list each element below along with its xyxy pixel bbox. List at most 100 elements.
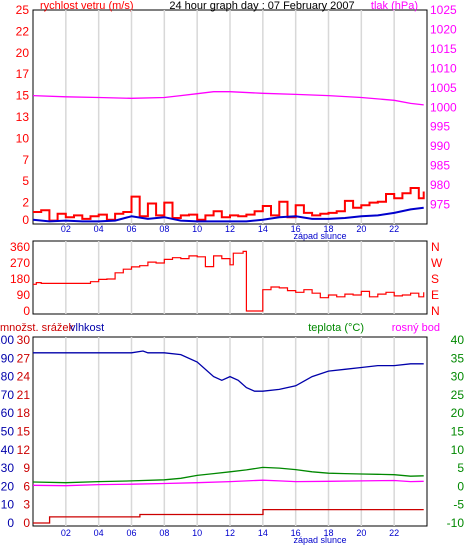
- chart-title: 24 hour graph day : 07 February 2007: [169, 0, 354, 12]
- y-tick-label: 13: [16, 110, 30, 124]
- y-tick-label: 3: [23, 498, 30, 512]
- x-tick-label: 02: [61, 528, 71, 538]
- y-tick-label: 2: [22, 196, 29, 210]
- y-tick-label: 40: [451, 333, 465, 347]
- y-tick-label: 22: [16, 24, 30, 38]
- y-tick-label: 100: [0, 333, 14, 347]
- x-tick-label: 12: [225, 224, 235, 234]
- y-tick-label: 1020: [430, 22, 457, 36]
- grid: [65, 10, 395, 224]
- x-tick-label: 20: [356, 224, 366, 234]
- humidity-tick-labels: 0 10 20 30 40 50 60 70 80 90 100: [0, 333, 14, 530]
- y-tick-label: 20: [16, 46, 30, 60]
- x-tick-label: 14: [258, 224, 268, 234]
- y-tick-label: 980: [430, 178, 450, 192]
- x-tick-label: 06: [126, 224, 136, 234]
- series-line: [32, 206, 424, 223]
- y-tick-label: 80: [1, 370, 15, 384]
- y-tick-label: 7: [22, 153, 29, 167]
- y-tick-label: 12: [17, 443, 31, 457]
- y-tick-label: 17: [16, 67, 30, 81]
- left-tick-labels: 0 90 180 270 360: [10, 240, 30, 318]
- series-line: [32, 466, 424, 484]
- x-tick-label: 04: [94, 224, 104, 234]
- y-tick-label: 30: [451, 370, 465, 384]
- y-tick-label: 5: [457, 461, 464, 475]
- y-tick-label: 18: [17, 406, 31, 420]
- y-tick-label: 20: [451, 406, 465, 420]
- y-tick-label: 10: [451, 443, 465, 457]
- y-tick-label: 1010: [430, 61, 457, 75]
- y-tick-label: 0: [22, 213, 29, 227]
- y-tick-label: 270: [10, 256, 30, 270]
- x-tick-label: 02: [61, 224, 71, 234]
- y-tick-label: 1000: [430, 100, 457, 114]
- x-tick-label: 22: [389, 528, 399, 538]
- x-tick-label: 20: [356, 528, 366, 538]
- y-tick-label: 10: [16, 131, 30, 145]
- series-group: [32, 350, 424, 524]
- y-tick-label: 975: [430, 198, 450, 212]
- series-group: [33, 250, 425, 312]
- precip-axis-label: množst. srážek: [0, 322, 74, 334]
- series-line: [33, 187, 425, 222]
- series-line: [32, 91, 424, 106]
- grid: [65, 337, 395, 526]
- x-tick-label: 16: [291, 224, 301, 234]
- y-tick-label: -5: [453, 498, 464, 512]
- compass-label: S: [431, 272, 439, 286]
- y-tick-label: 15: [16, 89, 30, 103]
- y-tick-label: 70: [1, 388, 15, 402]
- y-tick-label: 15: [451, 425, 465, 439]
- series-line: [33, 508, 424, 524]
- x-tick-label: 08: [159, 224, 169, 234]
- y-tick-label: 985: [430, 159, 450, 173]
- y-tick-label: 15: [17, 425, 31, 439]
- y-tick-label: 0: [7, 516, 14, 530]
- y-tick-label: 0: [23, 304, 30, 318]
- y-tick-label: 9: [23, 461, 30, 475]
- y-tick-label: 60: [1, 406, 15, 420]
- y-tick-label: 40: [1, 443, 15, 457]
- y-tick-label: 5: [22, 174, 29, 188]
- y-tick-label: 0: [23, 516, 30, 530]
- y-tick-label: 30: [17, 333, 31, 347]
- y-tick-label: 25: [16, 3, 30, 17]
- x-tick-labels: 02 04 06 08 10 12 14 16 18 20 22: [61, 224, 399, 234]
- y-tick-label: 995: [430, 120, 450, 134]
- x-tick-label: 18: [323, 528, 333, 538]
- y-tick-label: 1025: [430, 3, 457, 17]
- precip-tick-labels: 0 3 6 9 12 15 18 21 24 27 30: [17, 333, 31, 530]
- y-tick-label: 20: [1, 479, 15, 493]
- series-group: [32, 91, 425, 223]
- temperature-axis-label: teplota (°C): [308, 322, 364, 334]
- y-tick-label: 360: [10, 240, 30, 254]
- humidity-axis-label: vlhkost: [70, 322, 104, 334]
- sunset-label: západ slunce: [293, 535, 346, 545]
- x-tick-label: 18: [323, 224, 333, 234]
- y-tick-label: 90: [17, 288, 31, 302]
- y-tick-label: 10: [1, 498, 15, 512]
- series-line: [32, 479, 424, 487]
- y-tick-label: 30: [1, 461, 15, 475]
- sunset-label: západ slunce: [293, 231, 346, 241]
- x-tick-label: 10: [192, 224, 202, 234]
- y-tick-label: 35: [451, 351, 465, 365]
- compass-label: N: [431, 240, 440, 254]
- y-tick-label: 6: [23, 479, 30, 493]
- panel-wind-pressure: rychlost vetru (m/s) 24 hour graph day :…: [16, 0, 457, 241]
- temperature-tick-labels: -10 -5 0 5 10 15 20 25 30 35 40: [447, 333, 465, 530]
- x-tick-labels: 02 04 06 08 10 12 14 16 18 20 22: [61, 528, 399, 538]
- y-tick-label: 25: [451, 388, 465, 402]
- x-tick-label: 10: [192, 528, 202, 538]
- y-tick-label: 50: [1, 425, 15, 439]
- x-tick-label: 16: [291, 528, 301, 538]
- right-tick-labels: 975 980 985 990 995 1000 1005 1010 1015 1020 1025: [430, 3, 457, 212]
- y-tick-label: 24: [17, 370, 31, 384]
- right-axis-label: tlak (hPa): [371, 0, 418, 12]
- x-tick-label: 14: [258, 528, 268, 538]
